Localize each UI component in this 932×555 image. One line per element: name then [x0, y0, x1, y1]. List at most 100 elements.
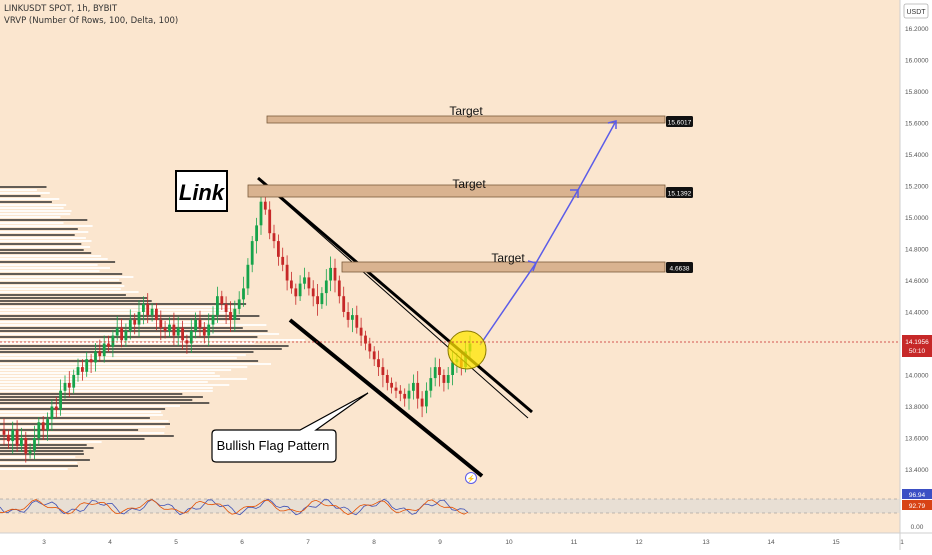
candle-body — [268, 209, 272, 234]
target-price-tag-1 — [666, 116, 693, 127]
candle-body — [272, 233, 276, 242]
candle-body — [115, 327, 119, 336]
volume-profile-bar — [0, 291, 139, 293]
candle-body — [76, 367, 80, 375]
x-tick-label: 9 — [438, 539, 442, 546]
arrowhead-2 — [570, 189, 579, 198]
candle-body — [398, 390, 402, 394]
current-price-tag — [902, 335, 932, 357]
volume-profile-bar — [0, 216, 61, 218]
title-box-text: Link — [179, 180, 226, 205]
candles — [2, 190, 472, 463]
volume-profile-bar — [0, 231, 89, 233]
candle-body — [364, 335, 367, 344]
volume-profile — [0, 186, 305, 470]
y-tick-label: 13.8000 — [905, 404, 929, 411]
candle-body — [385, 375, 389, 383]
candle-body — [433, 367, 437, 379]
volume-profile-bar — [0, 393, 183, 395]
candle-body — [320, 293, 324, 305]
y-tick-label: 15.4000 — [905, 152, 929, 159]
x-tick-label: 4 — [108, 539, 112, 546]
volume-profile-bar — [0, 219, 88, 221]
currency-box[interactable] — [903, 3, 929, 19]
candle-body — [172, 324, 176, 336]
volume-profile-bar — [0, 237, 86, 239]
volume-profile-bar — [0, 273, 123, 275]
rsi-badge-2 — [902, 500, 932, 510]
volume-profile-bar — [0, 228, 78, 230]
candle-body — [229, 312, 232, 320]
x-tick-label: 14 — [767, 539, 775, 546]
y-tick-label: 16.0000 — [905, 58, 929, 65]
candle-body — [128, 319, 132, 331]
candle-body — [185, 340, 189, 344]
currency-label: USDT — [906, 9, 926, 16]
candle-body — [37, 422, 41, 438]
x-tick-label: 1 — [900, 539, 904, 546]
volume-profile-bar — [0, 333, 280, 335]
y-tick-label: 13.6000 — [905, 436, 929, 443]
candle-body — [237, 299, 241, 309]
x-tick-label: 7 — [306, 539, 310, 546]
volume-profile-bar — [0, 447, 94, 449]
x-tick-label: 12 — [635, 539, 643, 546]
volume-profile-bar — [0, 420, 169, 422]
x-tick-label: 3 — [42, 539, 46, 546]
candle-body — [50, 406, 54, 420]
y-tick-label: 15.8000 — [905, 89, 929, 96]
candle-body — [438, 367, 441, 375]
candle-body — [246, 264, 250, 289]
candle-body — [420, 398, 424, 407]
volume-profile-bar — [0, 351, 254, 353]
volume-profile-bar — [0, 414, 163, 416]
volume-profile-bar — [0, 234, 75, 236]
target-zones: Target Target Target 15.6017 15.1392 4.6… — [247, 104, 693, 273]
volume-profile-bar — [0, 318, 241, 320]
target-label-1: Target — [449, 104, 483, 118]
volume-profile-bar — [0, 441, 102, 443]
volume-profile-bar — [0, 204, 67, 206]
y-tick-label: 14.6000 — [905, 278, 929, 285]
time-axis[interactable]: 3 4 5 6 7 8 9 10 11 12 13 14 15 1 — [42, 539, 904, 546]
volume-profile-bar — [0, 456, 76, 458]
volume-profile-bar — [0, 201, 52, 203]
candle-body — [359, 327, 363, 336]
candle-body — [372, 351, 376, 360]
volume-profile-bar — [0, 450, 84, 452]
candle-body — [285, 264, 289, 281]
rsi-band — [0, 499, 900, 513]
volume-profile-bar — [0, 354, 246, 356]
candle-body — [59, 390, 62, 410]
breakout-highlight — [447, 330, 487, 370]
bolt-marker: ⚡ — [465, 472, 477, 484]
candle-body — [7, 434, 10, 442]
candle-body — [11, 430, 15, 442]
target-label-3: Target — [491, 251, 525, 265]
projection-arrows — [479, 120, 617, 346]
indicator-title[interactable]: VRVP (Number Of Rows, 100, Delta, 100) — [4, 16, 179, 26]
candle-body — [316, 296, 319, 305]
candle-body — [67, 382, 71, 388]
volume-profile-bar — [0, 246, 91, 248]
candle-body — [15, 430, 19, 446]
volume-profile-bar — [0, 363, 271, 365]
projection-arrow-path — [479, 120, 617, 346]
symbol-title[interactable]: LINKUSDT SPOT, 1h, BYBIT — [4, 4, 118, 14]
candle-body — [425, 390, 428, 407]
candle-body — [207, 324, 211, 336]
volume-profile-bar — [0, 375, 220, 377]
volume-profile-bar — [0, 189, 37, 191]
price-axis[interactable]: 16.2000 16.0000 15.8000 15.6000 15.4000 15.20… — [905, 26, 929, 474]
candle-body — [220, 296, 224, 305]
volume-profile-bar — [0, 339, 305, 341]
volume-profile-bar — [0, 321, 230, 323]
candle-body — [189, 330, 193, 344]
candle-body — [163, 327, 167, 331]
volume-profile-bar — [0, 342, 255, 344]
x-tick-label: 11 — [571, 539, 578, 546]
candle-body — [102, 343, 106, 357]
candle-body — [403, 393, 407, 399]
